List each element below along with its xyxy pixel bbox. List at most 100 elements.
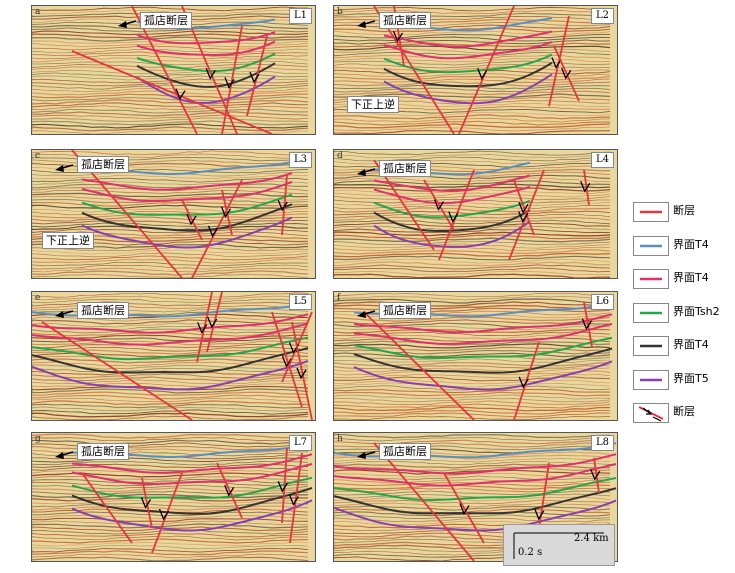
- fault-arrow-icon: [534, 508, 545, 521]
- fault-arrow-icon: [207, 225, 219, 238]
- fault-arrow-icon: [392, 30, 404, 43]
- panel-letter: f: [337, 293, 341, 303]
- panel-c: c L3 孤店断层 下正上逆: [31, 149, 316, 279]
- fault-line: [363, 311, 475, 420]
- horizon-purple-icon: [633, 370, 669, 390]
- fault-callout: 孤店断层: [77, 443, 129, 460]
- fault-arrow-icon: [448, 211, 459, 223]
- panel-g: g L7 孤店断层: [31, 432, 316, 562]
- fault-arrow-icon: [590, 469, 601, 481]
- seismic-section: [334, 292, 617, 420]
- pointer-arrow-icon: [357, 20, 376, 28]
- fault-arrow-icon: [580, 181, 591, 193]
- horizon-line: [81, 181, 293, 202]
- fault-arrow-icon: [477, 68, 488, 80]
- fault-arrow-icon: [220, 206, 232, 219]
- fault-arrow-icon: [277, 199, 288, 212]
- horizon-green-icon: [633, 303, 669, 323]
- fault-line: [221, 189, 233, 236]
- fault-arrow-icon: [459, 503, 470, 515]
- fault-callout: 孤店断层: [77, 302, 129, 319]
- horizon-line: [334, 499, 617, 532]
- horizon-line: [383, 30, 553, 48]
- pointer-arrow-icon: [118, 20, 137, 28]
- legend-item-t4-pink: 界面T4: [633, 267, 728, 289]
- fault-line: [553, 45, 580, 102]
- fault-arrow-icon: [433, 199, 445, 211]
- legend-item-tsh2: 界面Tsh2: [633, 301, 728, 323]
- fault-arrow-icon: [551, 57, 562, 69]
- pointer-arrow-icon: [55, 451, 74, 459]
- horizon-line: [32, 313, 309, 334]
- fault-line: [221, 25, 243, 134]
- horizon-line: [334, 477, 617, 501]
- fault-line: [291, 321, 313, 420]
- fault-arrow-icon: [175, 88, 186, 101]
- horizon-line: [373, 199, 531, 219]
- fault-line: [181, 199, 203, 241]
- legend-label: 断层: [673, 204, 695, 217]
- fault-arrow-icon: [140, 497, 152, 509]
- fault-arrow-icon: [581, 318, 592, 331]
- seismic-section: [334, 6, 617, 134]
- pointer-arrow-icon: [55, 164, 74, 172]
- fault-line: [281, 447, 288, 524]
- legend-label: 界面T4: [673, 271, 709, 284]
- line-name: L4: [590, 152, 614, 168]
- horizon-line: [353, 347, 613, 374]
- fault-line: [513, 179, 535, 236]
- panel-d: d L4 孤店断层: [333, 149, 618, 279]
- legend-item-t4-black: 界面T4: [633, 334, 728, 356]
- panel-letter: e: [35, 293, 41, 303]
- fault-arrow-icon: [296, 367, 307, 380]
- line-name: L1: [288, 8, 312, 24]
- horizon-line: [81, 203, 293, 232]
- horizon-black-icon: [633, 336, 669, 356]
- horizon-line: [32, 347, 309, 374]
- pointer-arrow-icon: [357, 168, 376, 176]
- pointer-arrow-icon: [357, 310, 376, 318]
- horizon-line: [71, 453, 313, 474]
- panel-letter: c: [35, 151, 41, 161]
- inversion-callout: 下正上逆: [347, 96, 399, 113]
- legend-item-t4-blue: 界面T4: [633, 234, 728, 256]
- panel-f: f L6 孤店断层: [333, 291, 618, 421]
- pointer-arrow-icon: [357, 451, 376, 459]
- legend-item-t5: 界面T5: [633, 368, 728, 390]
- seismic-section: [32, 292, 315, 420]
- fault-line: [71, 50, 273, 134]
- fault-line: [443, 472, 485, 544]
- fault-arrow-icon: [633, 403, 669, 423]
- horizon-line: [71, 476, 313, 499]
- horizon-line: [383, 41, 553, 60]
- fault-line: [548, 15, 570, 107]
- horizon-line: [81, 216, 293, 249]
- fault-arrow-icon: [561, 68, 572, 80]
- horizon-line: [373, 174, 531, 193]
- fault-arrow-icon: [197, 322, 208, 334]
- legend-label: 界面Tsh2: [673, 305, 720, 318]
- fault-arrow-icon: [205, 68, 216, 80]
- panel-letter: g: [35, 434, 41, 444]
- fault-line: [41, 321, 193, 420]
- legend-label: 断层: [673, 405, 695, 418]
- scale-bar: 2.4 km 0.2 s: [503, 524, 615, 566]
- legend-label: 界面T4: [673, 238, 709, 251]
- horizon-line: [71, 463, 313, 485]
- fault-arrow-icon: [207, 316, 218, 329]
- scale-horizontal: 2.4 km: [574, 533, 609, 544]
- inversion-callout: 下正上逆: [42, 232, 94, 249]
- seismic-section: [32, 433, 315, 561]
- fault-line: [583, 301, 593, 348]
- fault-line: [458, 6, 515, 134]
- fault-callout: 孤店断层: [140, 12, 192, 29]
- horizon-line: [71, 499, 313, 532]
- panel-letter: a: [35, 7, 41, 17]
- fault-arrow-icon: [224, 485, 235, 497]
- horizon-line: [32, 359, 309, 391]
- horizon-line: [136, 75, 276, 104]
- fault-callout: 孤店断层: [77, 156, 129, 173]
- horizon-line: [136, 31, 276, 45]
- seismic-section: [334, 150, 617, 278]
- seismic-section: [32, 150, 315, 278]
